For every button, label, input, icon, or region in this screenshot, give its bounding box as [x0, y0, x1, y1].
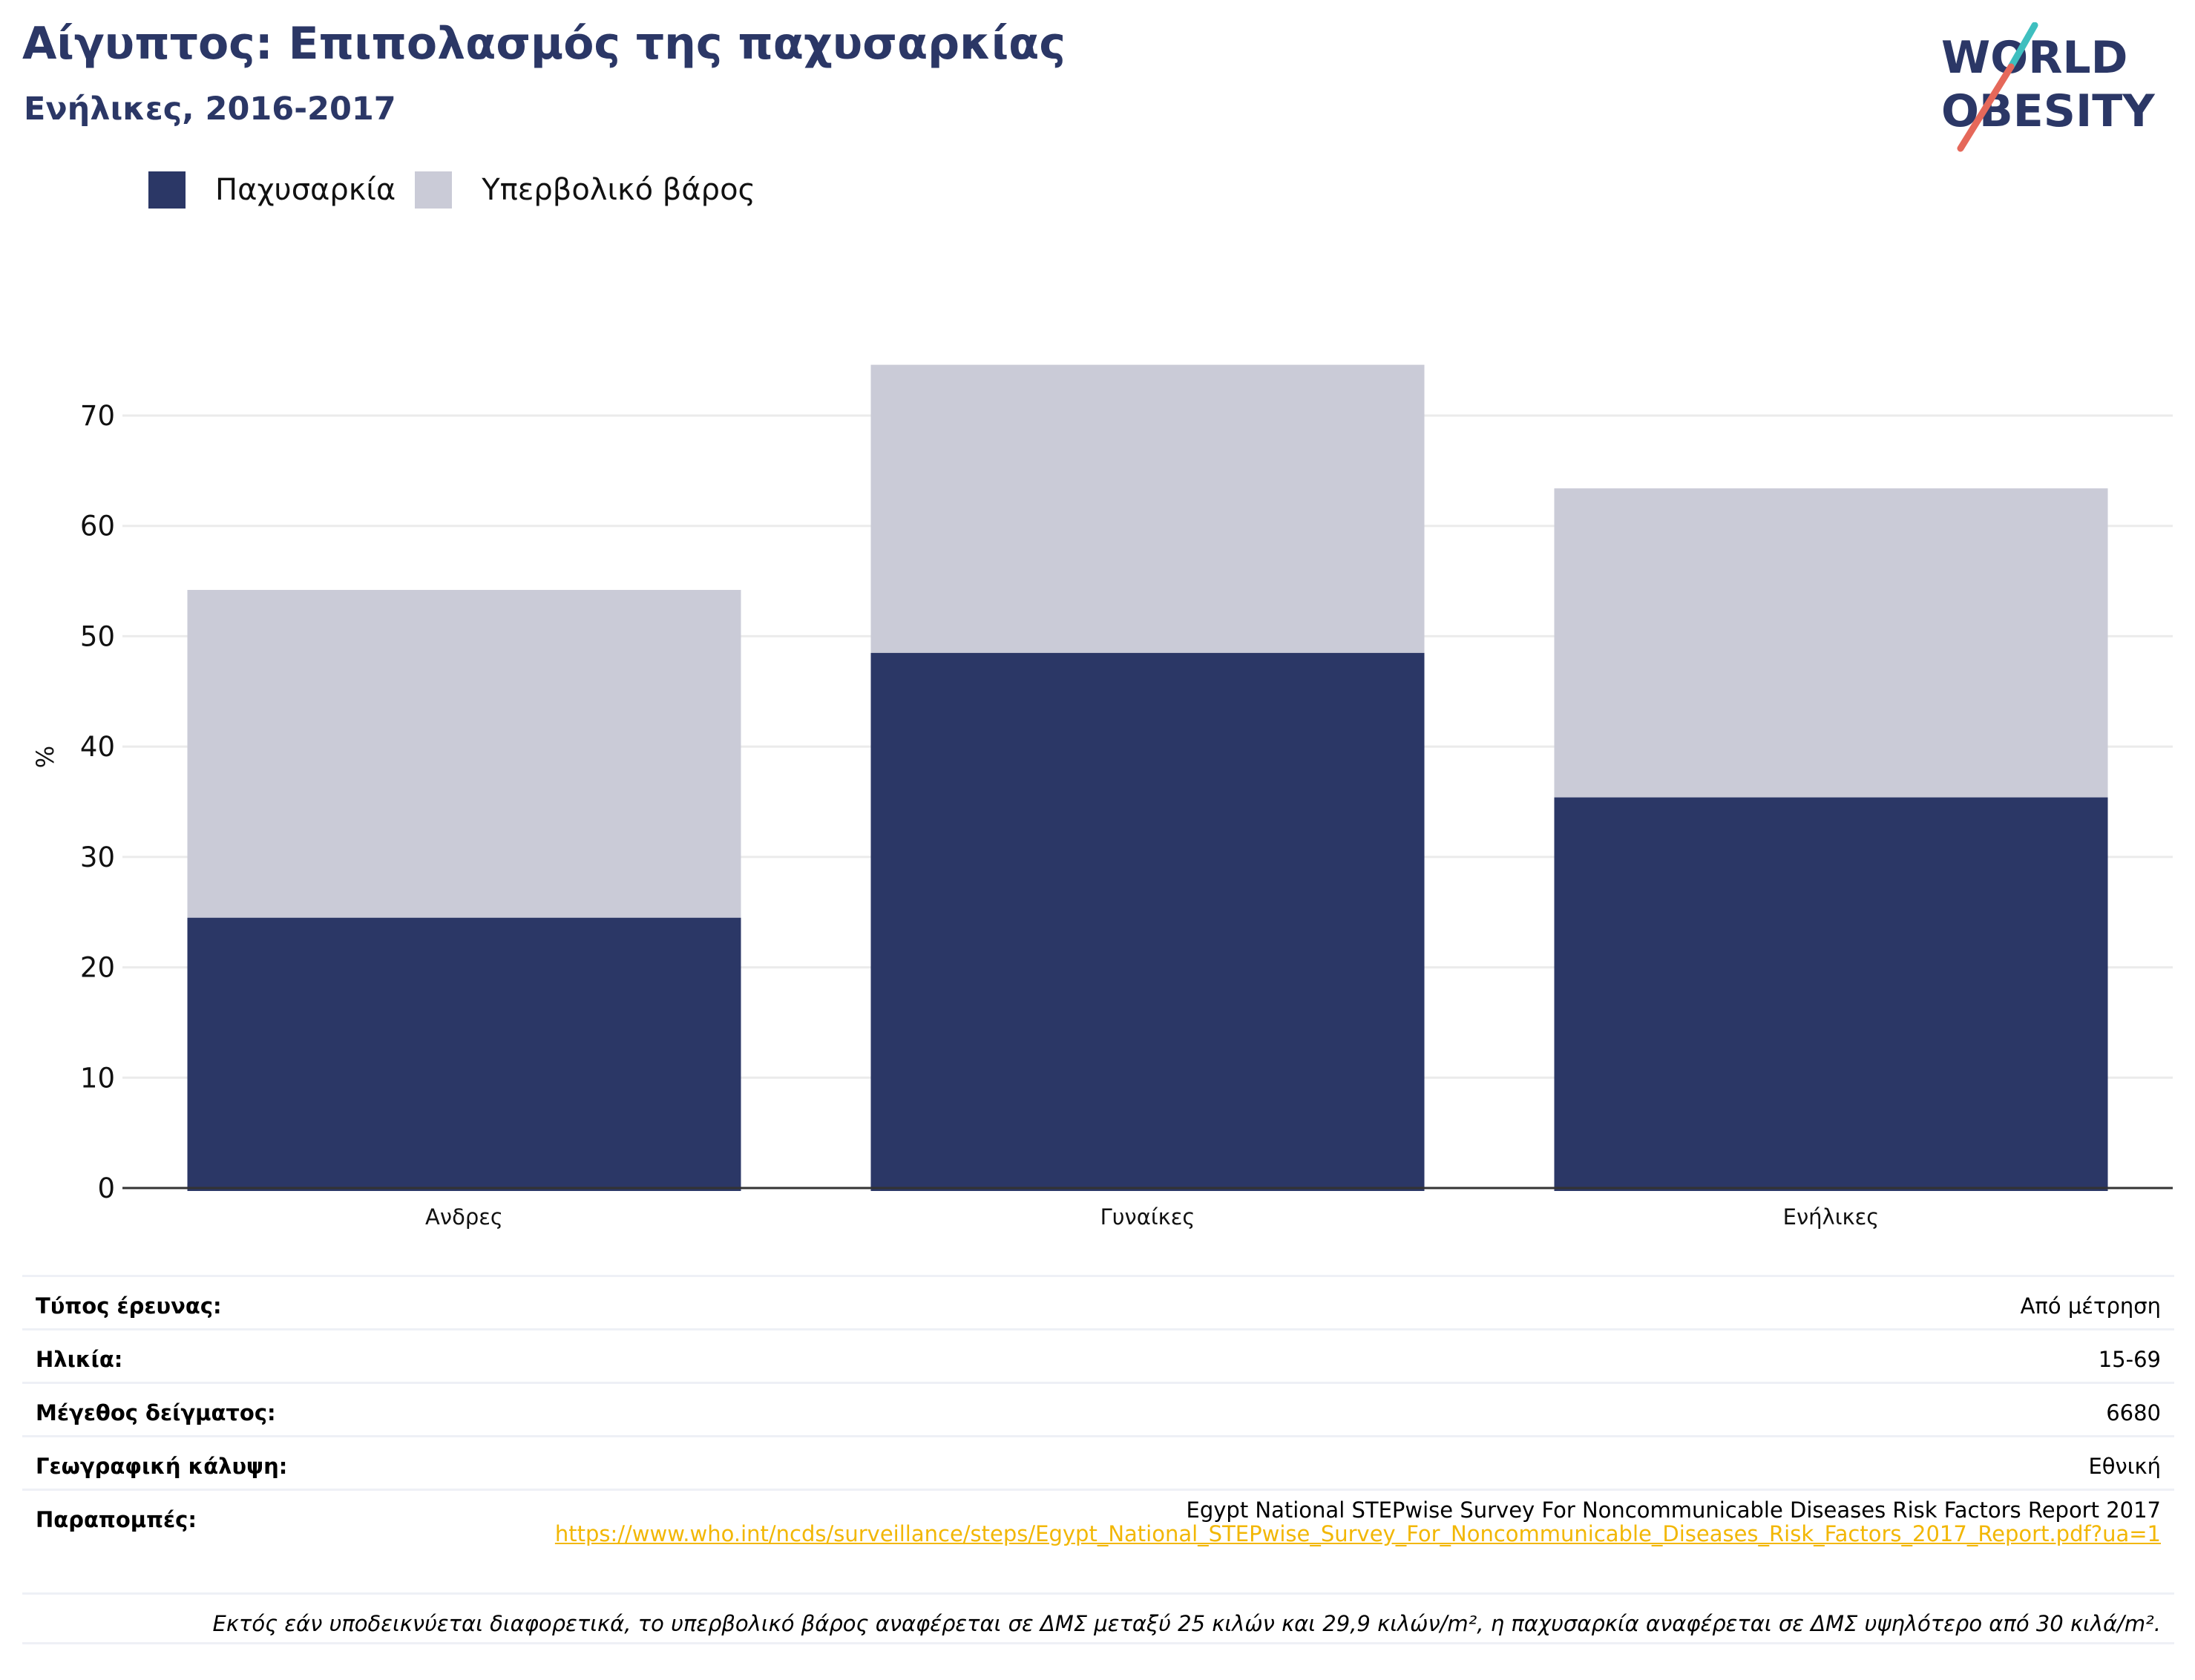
y-tick-label: 30: [80, 841, 115, 873]
logo-line1: WORLD: [1941, 32, 2127, 84]
x-tick-label: Ανδρες: [425, 1204, 503, 1230]
info-row-references: Παραπομπές: Egypt National STEPwise Surv…: [22, 1489, 2174, 1592]
sample-size-label: Μέγεθος δείγματος:: [36, 1400, 276, 1425]
coverage-value: Εθνική: [2088, 1454, 2161, 1479]
y-tick-label: 40: [80, 731, 115, 763]
legend-swatch-obesity: [148, 171, 186, 209]
world-obesity-logo: WORLD OBESITY: [1941, 22, 2156, 152]
bar-overweight: [870, 364, 1425, 653]
sample-size-value: 6680: [2106, 1400, 2161, 1425]
bar-overweight: [187, 589, 741, 918]
legend-item-obesity[interactable]: Παχυσαρκία: [148, 171, 396, 209]
bar-obesity: [1554, 797, 2108, 1191]
definition-note: Εκτός εάν υποδεικνύεται διαφορετικά, το …: [22, 1592, 2174, 1644]
page-title: Αίγυπτος: Επιπολασμός της παχυσαρκίας: [22, 18, 1066, 70]
page-subtitle: Ενήλικες, 2016-2017: [24, 91, 396, 128]
info-row-survey-type: Τύπος έρευνας: Από μέτρηση: [22, 1275, 2174, 1328]
logo-slash-teal: [2007, 22, 2038, 70]
chart-legend: Παχυσαρκία Υπερβολικό βάρος: [148, 169, 775, 211]
references-value: Egypt National STEPwise Survey For Nonco…: [1186, 1497, 2161, 1523]
references-label: Παραπομπές:: [36, 1507, 197, 1532]
legend-label-overweight: Υπερβολικό βάρος: [482, 173, 756, 207]
y-axis-label: %: [31, 746, 59, 768]
info-row-sample-size: Μέγεθος δείγματος: 6680: [22, 1382, 2174, 1435]
coverage-label: Γεωγραφική κάλυψη:: [36, 1454, 288, 1479]
survey-type-value: Από μέτρηση: [2020, 1293, 2161, 1319]
survey-type-label: Τύπος έρευνας:: [36, 1293, 222, 1319]
y-tick-label: 0: [97, 1172, 115, 1204]
info-row-age: Ηλικία: 15-69: [22, 1328, 2174, 1382]
y-tick-label: 60: [80, 511, 115, 542]
bar-obesity: [870, 652, 1425, 1191]
bar-overweight: [1554, 488, 2108, 798]
age-value: 15-69: [2098, 1347, 2161, 1372]
bar-obesity: [187, 917, 741, 1191]
y-tick-label: 70: [80, 400, 115, 432]
legend-item-overweight[interactable]: Υπερβολικό βάρος: [415, 171, 755, 209]
y-tick-label: 20: [80, 952, 115, 984]
info-row-coverage: Γεωγραφική κάλυψη: Εθνική: [22, 1435, 2174, 1489]
legend-swatch-overweight: [415, 171, 453, 209]
age-label: Ηλικία:: [36, 1347, 123, 1372]
x-tick-label: Γυναίκες: [1100, 1204, 1195, 1230]
references-value-block: Egypt National STEPwise Survey For Nonco…: [528, 1491, 2161, 1546]
y-tick-label: 50: [80, 620, 115, 652]
references-link[interactable]: https://www.who.int/ncds/surveillance/st…: [554, 1521, 2161, 1546]
legend-label-obesity: Παχυσαρκία: [215, 173, 396, 207]
x-tick-label: Ενήλικες: [1783, 1204, 1880, 1230]
stacked-bar-chart: 0 10 20 30 40 50 60 70% Ανδρες Γυναίκες Ενήλικες: [31, 364, 2173, 1230]
logo-slash-red: [1957, 63, 2015, 152]
survey-info-table: Τύπος έρευνας: Από μέτρηση Ηλικία: 15-69…: [22, 1275, 2174, 1644]
logo-line2: OBESITY: [1941, 85, 2156, 137]
y-tick-label: 10: [80, 1062, 115, 1094]
